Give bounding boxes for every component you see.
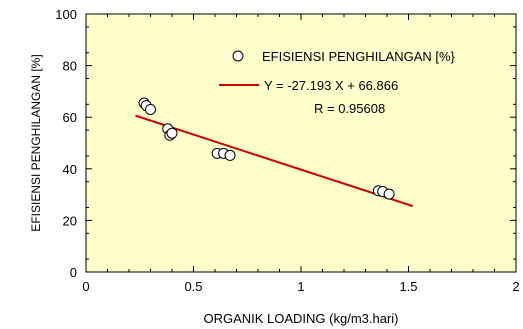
data-point (166, 127, 178, 139)
legend-series-label: EFISIENSI PENGHILANGAN [%} (262, 49, 456, 64)
legend-r-value: R = 0.95608 (314, 101, 385, 116)
legend-fit-equation: Y = -27.193 X + 66.866 (264, 78, 398, 93)
x-axis-label: ORGANIK LOADING (kg/m3.hari) (203, 311, 398, 326)
legend: EFISIENSI PENGHILANGAN [%} Y = -27.193 X… (219, 49, 456, 116)
y-tick-label: 60 (63, 110, 77, 125)
x-tick-label: 1 (297, 279, 304, 294)
x-tick-label: 0.5 (184, 279, 202, 294)
y-tick-label: 20 (63, 213, 77, 228)
x-tick-label: 2 (512, 279, 519, 294)
x-axis-tick-labels: 0 0.5 1 1.5 2 (82, 279, 519, 294)
y-tick-label: 80 (63, 59, 77, 74)
data-point (383, 188, 395, 200)
data-points (138, 97, 395, 200)
data-point (224, 149, 236, 161)
x-tick-label: 1.5 (399, 279, 417, 294)
legend-marker-circle (232, 50, 244, 62)
x-tick-label: 0 (82, 279, 89, 294)
y-tick-label: 100 (55, 7, 77, 22)
y-tick-label: 0 (70, 265, 77, 280)
regression-line (135, 114, 414, 208)
x-axis-ticks (85, 14, 517, 272)
y-axis-label: EFISIENSI PENGHILANGAN [%] (29, 54, 43, 231)
y-axis-tick-labels: 0 20 40 60 80 100 (55, 7, 77, 280)
data-point (145, 103, 156, 115)
y-axis-ticks (86, 13, 516, 273)
y-tick-label: 40 (63, 162, 77, 177)
plot-area (85, 13, 517, 273)
